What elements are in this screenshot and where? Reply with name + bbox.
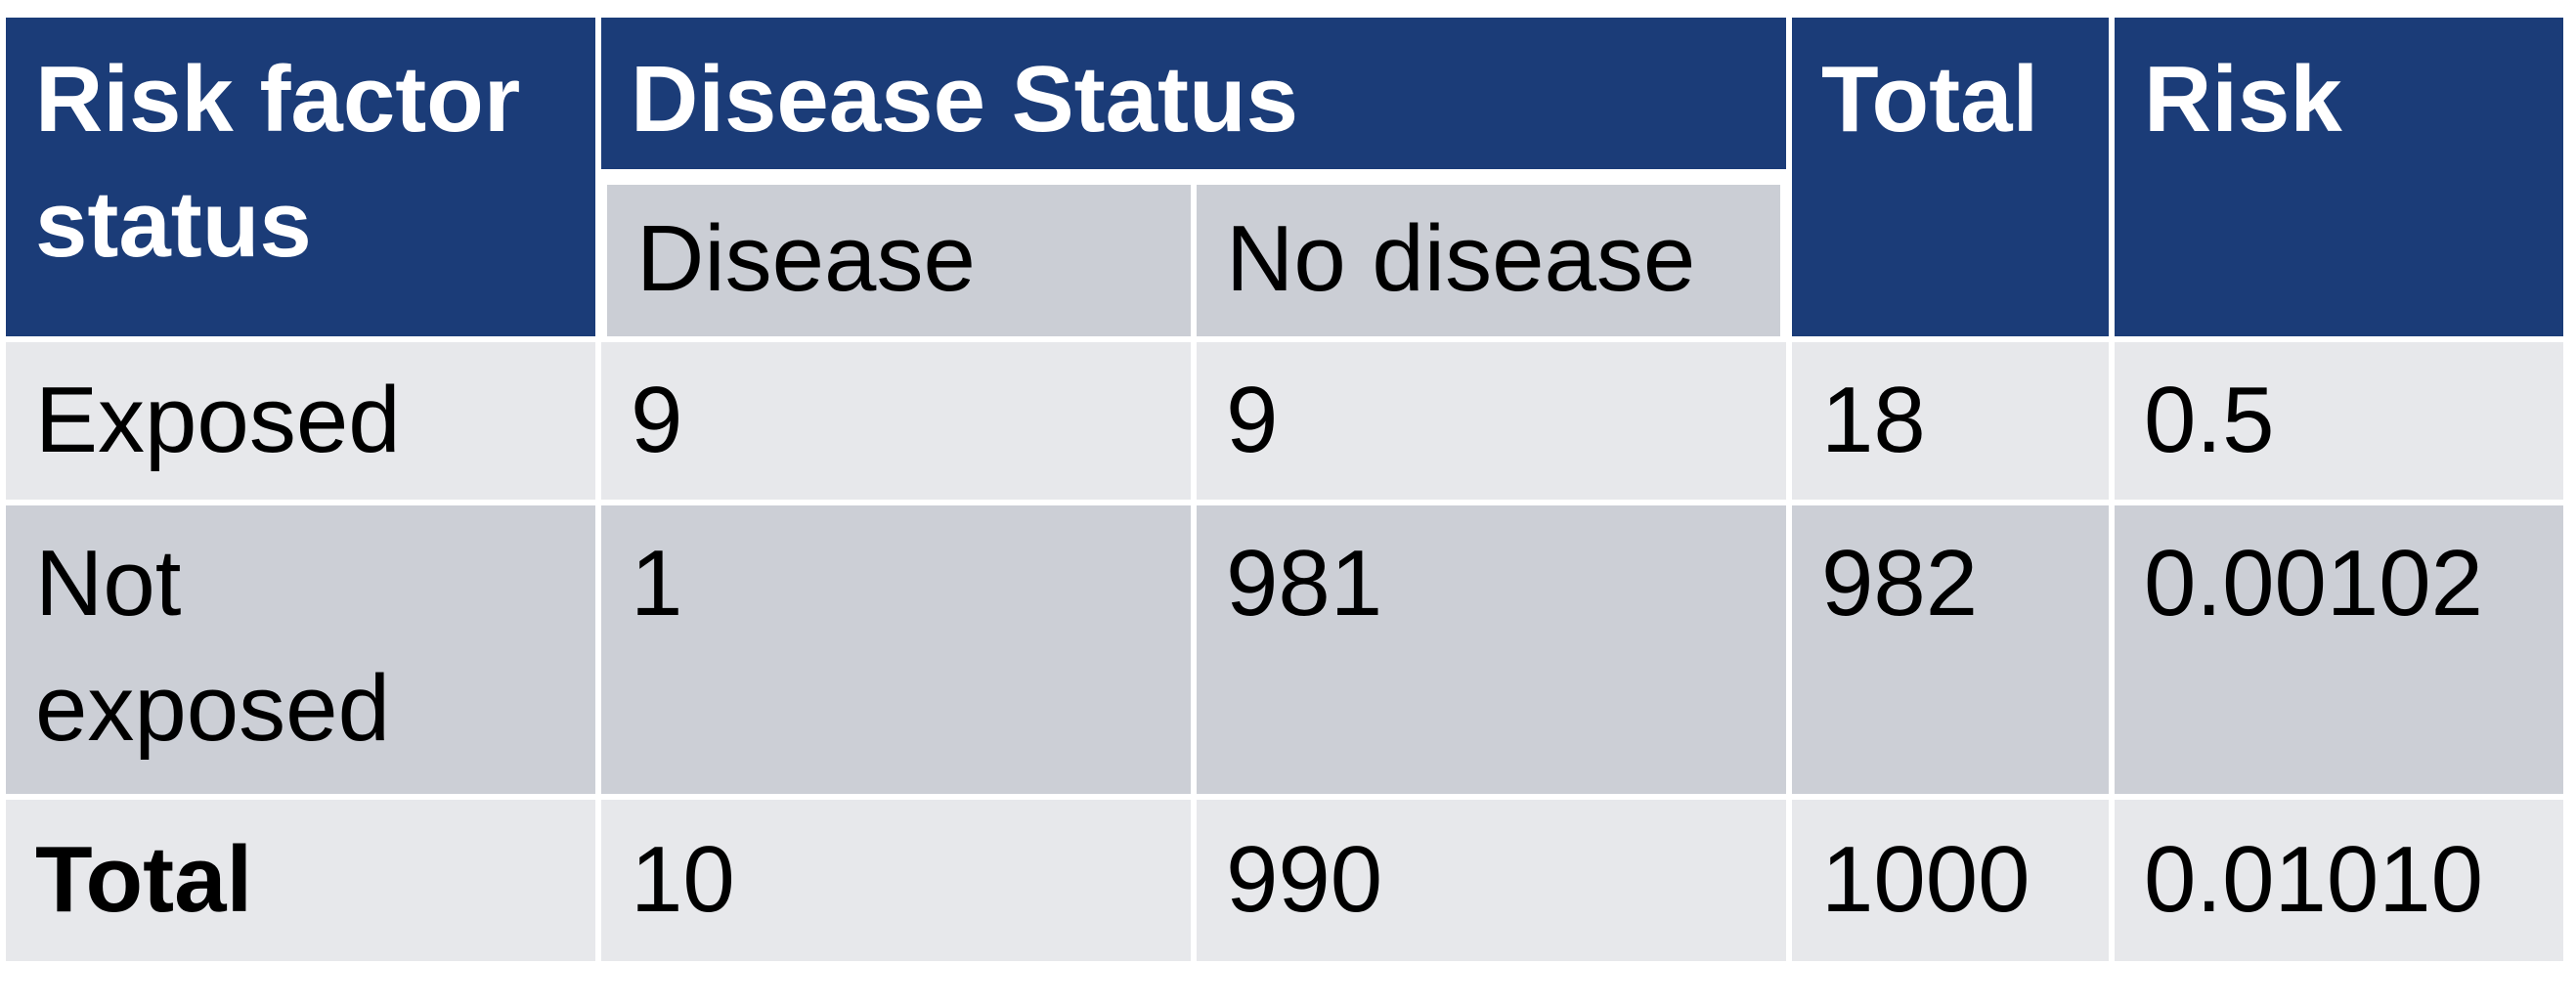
row-exposed-no-disease-text: 9 bbox=[1226, 368, 1279, 472]
row-exposed-risk-text: 0.5 bbox=[2144, 368, 2275, 472]
row-exposed-label-text: Exposed bbox=[35, 368, 401, 472]
row-not-exposed-risk-text: 0.00102 bbox=[2144, 531, 2484, 635]
row-exposed-risk: 0.5 bbox=[2115, 342, 2563, 500]
header-total: Total bbox=[1792, 18, 2109, 336]
row-total-total-text: 1000 bbox=[1821, 827, 2030, 932]
header-disease-status: Disease Status bbox=[601, 18, 1786, 169]
row-total-no-disease-text: 990 bbox=[1226, 827, 1383, 932]
subheader-no-disease-text: No disease bbox=[1226, 206, 1696, 311]
row-not-exposed-disease: 1 bbox=[601, 505, 1191, 794]
row-not-exposed-disease-text: 1 bbox=[631, 531, 683, 635]
header-risk: Risk bbox=[2115, 18, 2563, 336]
row-not-exposed-label: Not exposed bbox=[6, 505, 595, 794]
table-grid: Risk factor status Disease Status Total … bbox=[6, 18, 2563, 995]
row-exposed-disease: 9 bbox=[601, 342, 1191, 500]
row-not-exposed-label-text: Not exposed bbox=[35, 531, 390, 761]
row-total-disease: 10 bbox=[601, 800, 1191, 961]
row-total-label: Total bbox=[6, 800, 595, 961]
header-risk-factor-status: Risk factor status bbox=[6, 18, 595, 336]
row-exposed-label: Exposed bbox=[6, 342, 595, 500]
header-risk-factor-status-text: Risk factor status bbox=[35, 47, 521, 277]
row-total-label-text: Total bbox=[35, 827, 253, 932]
row-not-exposed-total: 982 bbox=[1792, 505, 2109, 794]
header-risk-text: Risk bbox=[2144, 47, 2342, 152]
risk-table: Risk factor status Disease Status Total … bbox=[6, 18, 2563, 995]
row-exposed-disease-text: 9 bbox=[631, 368, 683, 472]
row-total-no-disease: 990 bbox=[1197, 800, 1786, 961]
subheader-no-disease: No disease bbox=[1197, 185, 1780, 336]
row-total-risk: 0.01010 bbox=[2115, 800, 2563, 961]
row-not-exposed-no-disease-text: 981 bbox=[1226, 531, 1383, 635]
header-disease-status-text: Disease Status bbox=[631, 47, 1299, 152]
row-exposed-total: 18 bbox=[1792, 342, 2109, 500]
row-not-exposed-risk: 0.00102 bbox=[2115, 505, 2563, 794]
row-exposed-total-text: 18 bbox=[1821, 368, 1926, 472]
row-total-risk-text: 0.01010 bbox=[2144, 827, 2484, 932]
subheader-disease-text: Disease bbox=[636, 206, 976, 311]
header-total-text: Total bbox=[1821, 47, 2039, 152]
subheader-disease: Disease bbox=[607, 185, 1191, 336]
row-total-total: 1000 bbox=[1792, 800, 2109, 961]
row-not-exposed-no-disease: 981 bbox=[1197, 505, 1786, 794]
row-not-exposed-total-text: 982 bbox=[1821, 531, 1979, 635]
row-exposed-no-disease: 9 bbox=[1197, 342, 1786, 500]
row-total-disease-text: 10 bbox=[631, 827, 735, 932]
